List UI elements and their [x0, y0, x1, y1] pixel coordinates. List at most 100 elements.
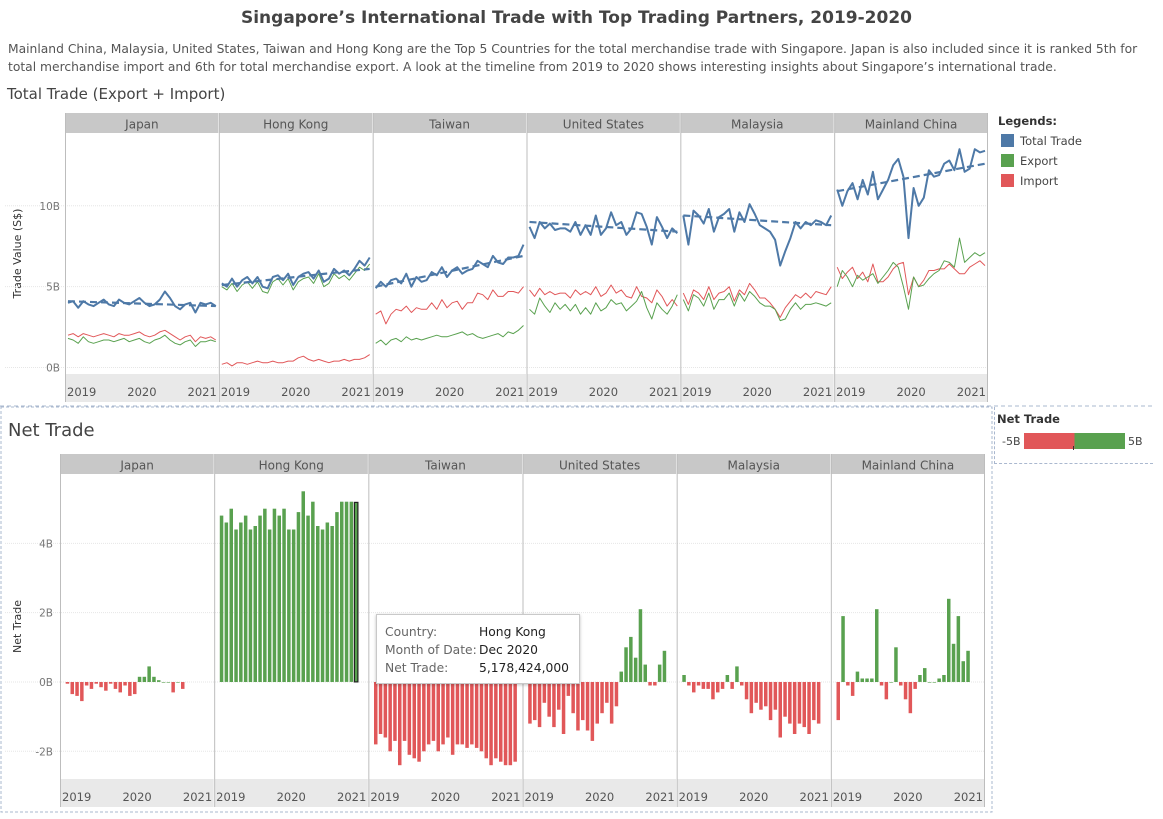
- net-trade-bar[interactable]: [118, 682, 123, 693]
- net-trade-bar[interactable]: [749, 682, 754, 714]
- facet-header-hong-kong[interactable]: [219, 113, 373, 133]
- net-trade-bar[interactable]: [306, 515, 310, 682]
- net-trade-bar[interactable]: [349, 501, 354, 682]
- net-trade-bar[interactable]: [229, 508, 234, 682]
- net-trade-bar[interactable]: [725, 675, 730, 682]
- net-trade-bar[interactable]: [508, 682, 513, 766]
- net-trade-bar[interactable]: [460, 682, 465, 745]
- total-trade-line-malaysia[interactable]: [682, 203, 833, 267]
- net-trade-bar[interactable]: [547, 682, 551, 717]
- net-trade-bar[interactable]: [937, 678, 941, 683]
- net-trade-bar[interactable]: [590, 682, 595, 741]
- net-trade-bar[interactable]: [84, 682, 89, 686]
- net-trade-bar[interactable]: [643, 664, 648, 682]
- net-trade-bar[interactable]: [841, 616, 845, 682]
- net-trade-bar[interactable]: [609, 682, 614, 724]
- net-trade-bar[interactable]: [614, 682, 619, 707]
- net-trade-bar[interactable]: [585, 682, 590, 731]
- facet-header-taiwan[interactable]: [368, 454, 522, 474]
- net-trade-bar[interactable]: [581, 682, 585, 721]
- net-trade-bar[interactable]: [778, 682, 783, 738]
- net-trade-bar[interactable]: [171, 682, 175, 693]
- net-trade-bar[interactable]: [889, 682, 893, 683]
- net-trade-bar[interactable]: [951, 643, 956, 682]
- chart-marks[interactable]: [65, 148, 986, 766]
- net-trade-bar[interactable]: [113, 682, 118, 689]
- trend-line-taiwan[interactable]: [375, 254, 524, 288]
- net-trade-bar[interactable]: [166, 682, 171, 683]
- net-trade-bar[interactable]: [692, 682, 696, 693]
- net-trade-bar[interactable]: [682, 675, 686, 682]
- facet-header-japan[interactable]: [60, 454, 214, 474]
- net-trade-bar[interactable]: [860, 678, 865, 683]
- net-trade-bar[interactable]: [412, 682, 417, 759]
- net-trade-bar[interactable]: [759, 682, 763, 710]
- net-trade-bar[interactable]: [287, 529, 291, 683]
- net-trade-bar[interactable]: [378, 682, 383, 734]
- net-trade-bar[interactable]: [533, 682, 537, 721]
- net-trade-bar[interactable]: [277, 515, 282, 682]
- net-trade-bar[interactable]: [855, 671, 860, 682]
- net-trade-bar[interactable]: [267, 529, 272, 683]
- net-trade-bar[interactable]: [923, 668, 927, 682]
- net-trade-bar[interactable]: [720, 682, 725, 689]
- net-trade-bar[interactable]: [870, 678, 874, 683]
- import-line-taiwan[interactable]: [375, 286, 524, 325]
- net-trade-bar[interactable]: [740, 682, 744, 686]
- net-trade-bar[interactable]: [687, 682, 691, 686]
- trend-line-hong-kong[interactable]: [221, 267, 370, 287]
- net-trade-bar[interactable]: [479, 682, 484, 752]
- net-trade-bar[interactable]: [320, 529, 325, 683]
- net-trade-bar[interactable]: [422, 682, 426, 752]
- export-line-malaysia[interactable]: [682, 291, 832, 322]
- net-trade-bar[interactable]: [152, 676, 156, 682]
- net-trade-bar[interactable]: [836, 682, 841, 721]
- net-trade-bar[interactable]: [431, 682, 436, 741]
- net-trade-bar[interactable]: [812, 682, 816, 721]
- net-trade-bar[interactable]: [248, 529, 253, 683]
- total-trade-line-united-states[interactable]: [528, 211, 678, 246]
- net-trade-bar[interactable]: [696, 682, 701, 686]
- net-trade-bar[interactable]: [754, 682, 758, 703]
- net-trade-bar[interactable]: [503, 682, 508, 766]
- net-trade-bar[interactable]: [344, 501, 349, 682]
- net-trade-bar[interactable]: [470, 682, 474, 745]
- net-trade-bar[interactable]: [513, 682, 517, 762]
- net-trade-bar[interactable]: [879, 682, 884, 686]
- net-trade-bar[interactable]: [875, 609, 879, 682]
- net-trade-bar[interactable]: [561, 682, 566, 734]
- net-trade-bar[interactable]: [65, 682, 70, 684]
- net-trade-bar[interactable]: [137, 676, 142, 682]
- net-trade-bar[interactable]: [730, 682, 734, 689]
- net-trade-bar[interactable]: [566, 682, 571, 696]
- net-trade-bar[interactable]: [301, 491, 306, 682]
- net-trade-bar[interactable]: [263, 508, 267, 682]
- net-trade-bar[interactable]: [383, 682, 388, 738]
- net-trade-bar[interactable]: [147, 666, 151, 682]
- net-trade-bar[interactable]: [296, 512, 301, 682]
- net-trade-bar[interactable]: [450, 682, 455, 755]
- net-trade-bar[interactable]: [340, 501, 344, 682]
- net-trade-bar[interactable]: [792, 682, 797, 734]
- net-trade-bar[interactable]: [335, 512, 339, 682]
- net-trade-bar[interactable]: [108, 682, 113, 684]
- net-trade-bar[interactable]: [219, 515, 224, 682]
- net-trade-bar[interactable]: [311, 501, 315, 682]
- net-trade-bar[interactable]: [157, 680, 161, 682]
- net-trade-bar[interactable]: [807, 682, 811, 734]
- net-trade-bar[interactable]: [374, 682, 378, 745]
- net-trade-bar[interactable]: [648, 682, 652, 686]
- net-trade-bar[interactable]: [474, 682, 479, 748]
- net-trade-bar[interactable]: [662, 650, 667, 682]
- net-trade-bar[interactable]: [494, 682, 498, 759]
- import-line-mainland-china[interactable]: [836, 260, 986, 296]
- net-trade-bar[interactable]: [633, 657, 638, 682]
- net-trade-bar[interactable]: [797, 682, 802, 724]
- net-trade-bar[interactable]: [961, 661, 966, 682]
- net-trade-bar[interactable]: [956, 616, 961, 682]
- net-trade-bar[interactable]: [571, 682, 575, 714]
- legend-item-total-trade[interactable]: Total Trade: [1001, 134, 1082, 149]
- net-trade-bar[interactable]: [711, 682, 715, 700]
- net-trade-bar[interactable]: [605, 682, 609, 703]
